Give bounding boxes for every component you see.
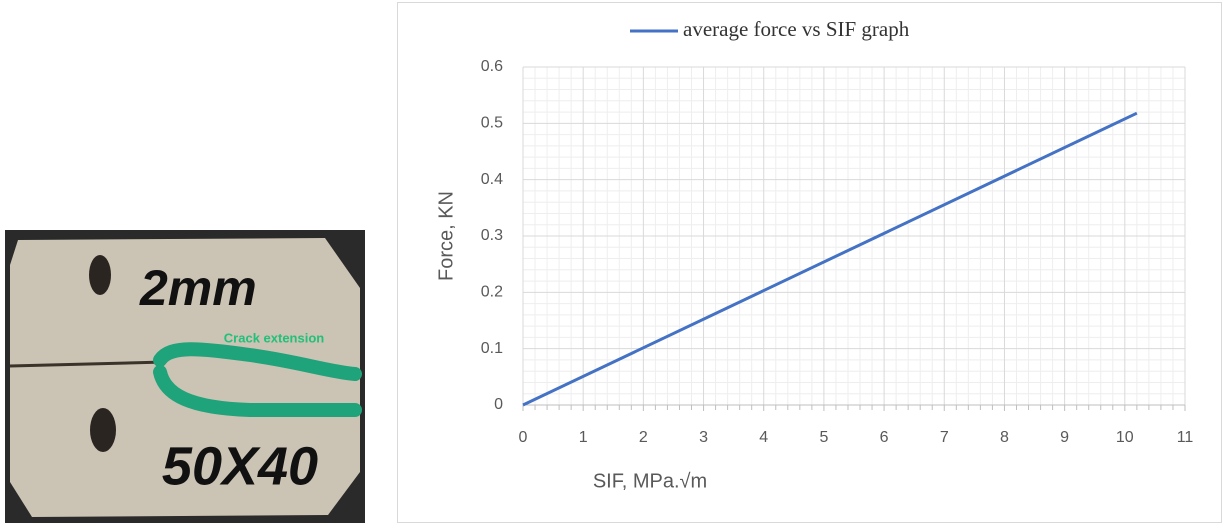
y-tick-label: 0.3 bbox=[481, 227, 503, 244]
photo-label: 2mm bbox=[139, 260, 257, 316]
x-tick-label: 7 bbox=[940, 429, 949, 446]
hole bbox=[90, 408, 116, 452]
x-tick-label: 4 bbox=[759, 429, 768, 446]
x-axis-title: SIF, MPa.√m bbox=[593, 470, 707, 492]
figure: 2mm Crack extension 50X40 average force … bbox=[0, 0, 1225, 525]
y-tick-label: 0.1 bbox=[481, 340, 503, 357]
legend-label: average force vs SIF graph bbox=[683, 17, 910, 41]
y-axis-title: Force, KN bbox=[435, 191, 457, 281]
x-tick-label: 1 bbox=[579, 429, 588, 446]
photo-label: Crack extension bbox=[224, 330, 324, 345]
x-tick-label: 11 bbox=[1177, 429, 1194, 446]
specimen-photo: 2mm Crack extension 50X40 bbox=[5, 230, 365, 523]
x-tick-label: 2 bbox=[639, 429, 648, 446]
page: 2mm Crack extension 50X40 average force … bbox=[0, 0, 1225, 530]
y-tick-label: 0.6 bbox=[481, 58, 503, 75]
x-tick-label: 10 bbox=[1116, 429, 1134, 446]
hole bbox=[89, 255, 111, 295]
x-tick-label: 6 bbox=[880, 429, 889, 446]
x-tick-label: 0 bbox=[519, 429, 528, 446]
y-tick-label: 0.2 bbox=[481, 284, 503, 301]
x-tick-label: 9 bbox=[1060, 429, 1069, 446]
x-tick-label: 8 bbox=[1000, 429, 1009, 446]
photo-label: 50X40 bbox=[162, 436, 318, 496]
y-tick-label: 0 bbox=[494, 396, 503, 413]
y-tick-label: 0.4 bbox=[481, 171, 503, 188]
x-tick-label: 5 bbox=[819, 429, 828, 446]
y-tick-label: 0.5 bbox=[481, 115, 503, 132]
x-tick-label: 3 bbox=[699, 429, 708, 446]
